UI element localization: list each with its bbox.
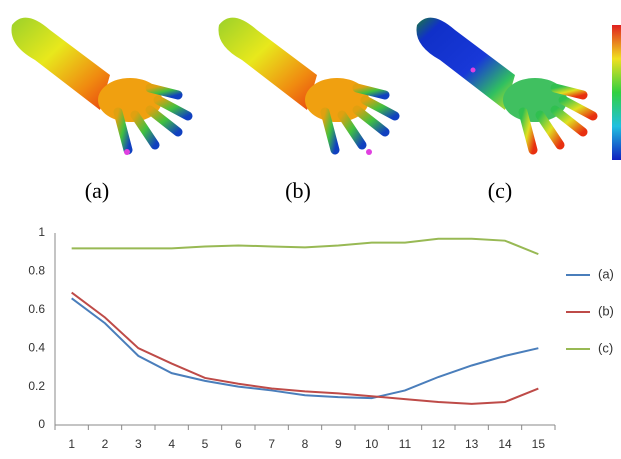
hand-a	[11, 17, 193, 155]
line-series	[71, 297, 539, 400]
x-tick-label: 1	[68, 437, 75, 451]
x-tick-label: 13	[465, 437, 479, 451]
x-tick-label: 8	[302, 437, 309, 451]
color-bar	[612, 25, 621, 160]
hand-b	[218, 17, 400, 155]
line-series	[71, 237, 539, 256]
panel-label: (b)	[285, 178, 311, 203]
x-tick-label: 7	[268, 437, 275, 451]
y-tick-label: 0	[38, 417, 45, 431]
x-tick-label: 2	[102, 437, 109, 451]
line-series	[71, 291, 539, 405]
legend-label: (b)	[598, 303, 614, 318]
x-tick-label: 4	[168, 437, 175, 451]
x-tick-label: 9	[335, 437, 342, 451]
x-tick-label: 5	[202, 437, 209, 451]
y-tick-label: 0.6	[28, 302, 45, 316]
panel-label: (c)	[488, 178, 512, 203]
y-tick-label: 0.2	[28, 379, 45, 393]
x-tick-label: 6	[235, 437, 242, 451]
x-tick-label: 10	[365, 437, 379, 451]
hand-c	[416, 17, 598, 155]
x-tick-label: 3	[135, 437, 142, 451]
legend-label: (c)	[598, 340, 613, 355]
x-tick-label: 14	[498, 437, 512, 451]
x-tick-label: 12	[432, 437, 446, 451]
x-tick-label: 15	[532, 437, 546, 451]
x-tick-label: 11	[399, 437, 412, 451]
legend-label: (a)	[598, 266, 614, 281]
y-tick-label: 1	[38, 225, 45, 239]
y-tick-label: 0.8	[28, 264, 45, 278]
panel-label: (a)	[85, 178, 109, 203]
y-tick-label: 0.4	[28, 340, 45, 354]
